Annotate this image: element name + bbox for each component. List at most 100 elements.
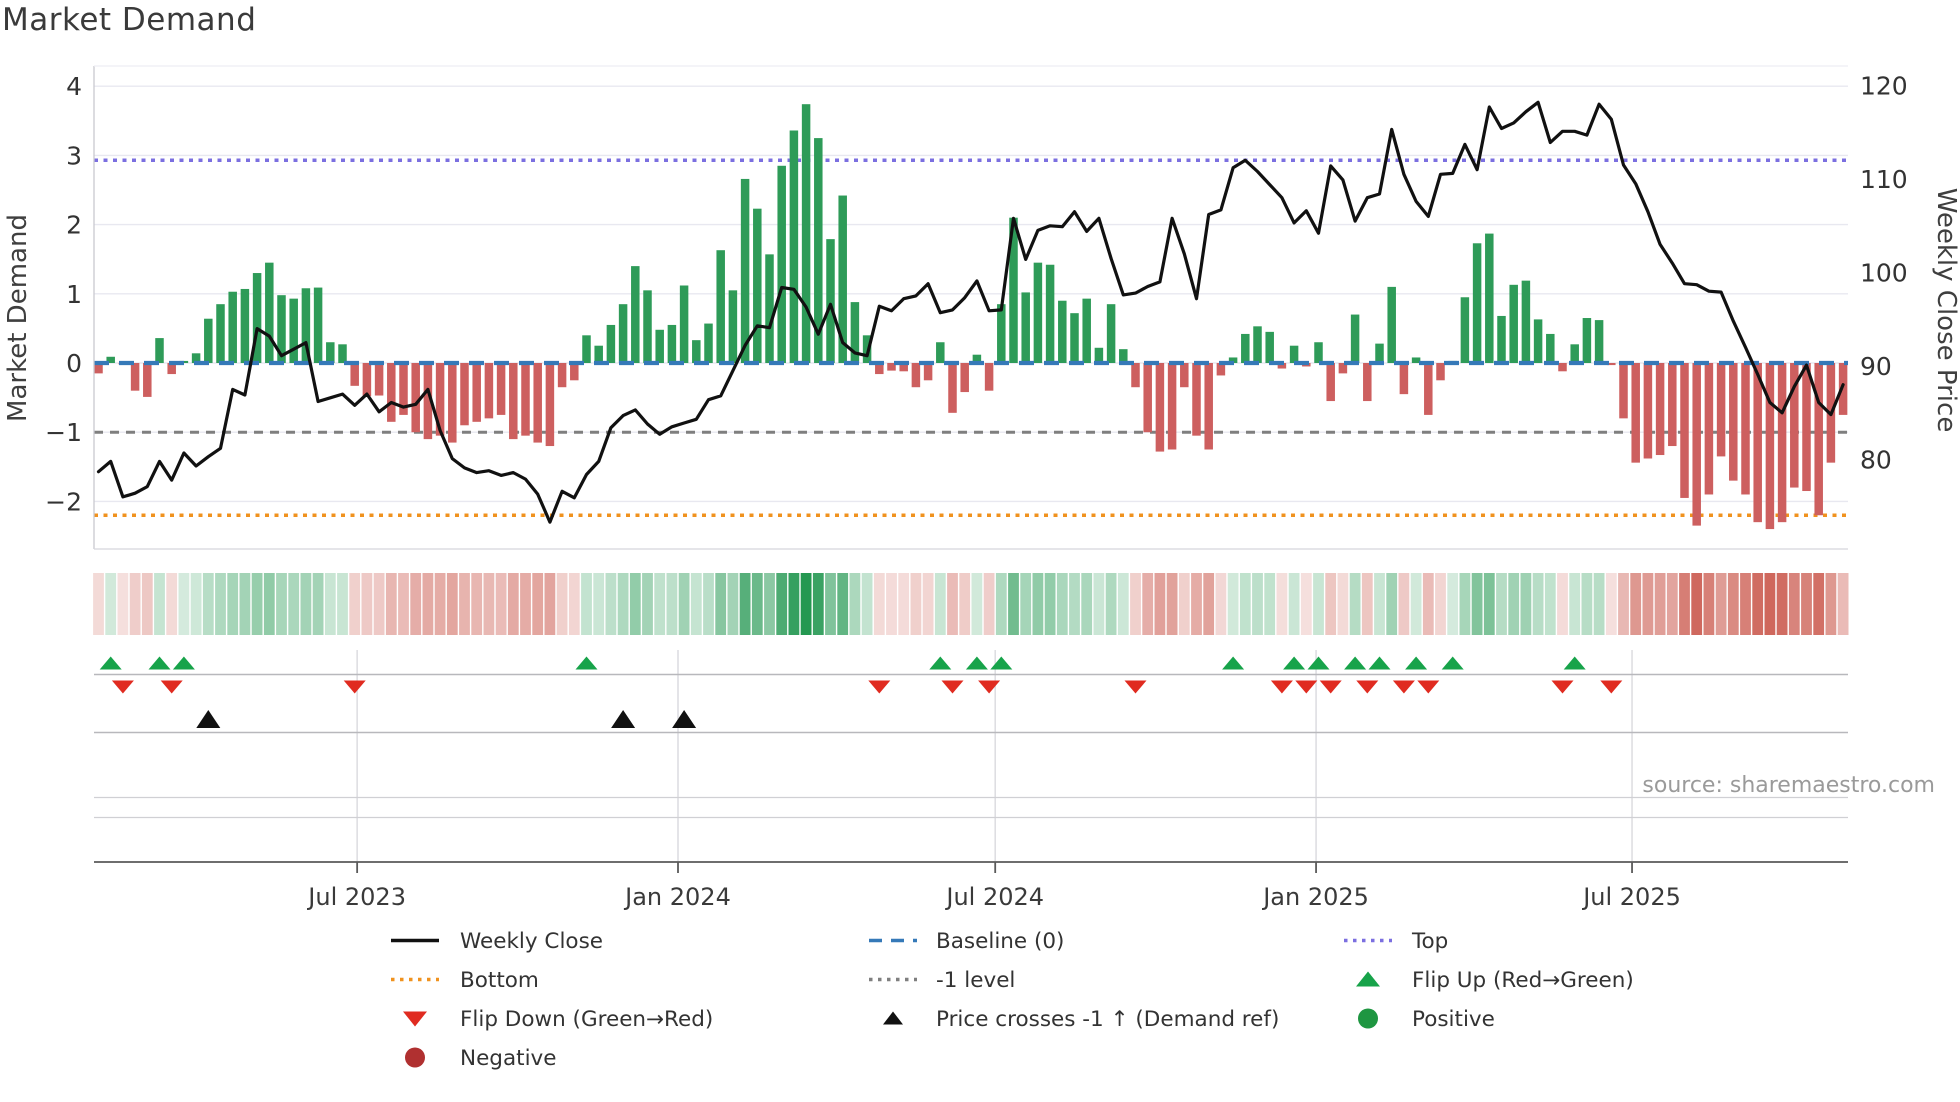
reference-lines — [94, 158, 1848, 517]
heat-cell-positive — [1471, 573, 1483, 635]
heat-cell-positive — [1544, 573, 1556, 635]
heat-cell-positive — [837, 573, 849, 635]
heat-cell-positive — [971, 573, 983, 635]
flip-down-marker — [1295, 680, 1318, 694]
demand-bar-positive — [1241, 333, 1250, 363]
legend-label: Bottom — [460, 968, 539, 993]
heat-cell-positive — [178, 573, 190, 635]
demand-bar-negative — [545, 363, 555, 447]
flip-up-marker — [965, 656, 988, 670]
heat-cell-positive — [1069, 573, 1080, 635]
demand-bar-negative — [1436, 363, 1445, 381]
heat-cell-positive — [739, 573, 751, 635]
heat-cell-negative — [1740, 573, 1751, 635]
demand-bar-positive — [191, 353, 201, 363]
demand-bar-negative — [1143, 363, 1152, 433]
heat-cell-positive — [1044, 573, 1056, 635]
heat-cell-negative — [947, 573, 958, 635]
demand-bar-negative — [911, 363, 921, 388]
demand-bar-negative — [960, 363, 969, 393]
demand-bar-negative — [1216, 363, 1226, 376]
demand-bar-positive — [228, 291, 237, 363]
heat-cell-negative — [129, 573, 141, 635]
heat-cell-negative — [166, 573, 178, 635]
demand-bar-positive — [106, 356, 115, 363]
heat-cell-negative — [1178, 573, 1190, 635]
heat-cell-negative — [1557, 573, 1568, 635]
demand-bar-negative — [374, 363, 384, 396]
demand-bar-positive — [753, 208, 762, 363]
heat-cell-positive — [1008, 573, 1019, 635]
demand-bar-negative — [1655, 363, 1665, 456]
heat-cell-negative — [1276, 573, 1288, 635]
demand-bar-negative — [1558, 363, 1567, 372]
demand-bar-positive — [1497, 315, 1506, 363]
heat-cell-positive — [727, 573, 739, 635]
demand-bar-negative — [1765, 363, 1775, 530]
heat-cell-positive — [288, 573, 300, 635]
left-axis-tick-label: 3 — [66, 141, 82, 170]
heat-cell-positive — [995, 573, 1007, 635]
demand-bar-positive — [1521, 280, 1531, 363]
heat-cell-positive — [312, 573, 324, 635]
heat-cell-positive — [154, 573, 165, 635]
demand-bar-positive — [667, 324, 677, 363]
heat-cell-positive — [1447, 573, 1459, 635]
heat-cell-negative — [1191, 573, 1202, 635]
heat-cell-positive — [800, 573, 812, 635]
demand-bar-positive — [1058, 300, 1067, 363]
flip-up-marker — [1222, 656, 1245, 670]
heat-cell-negative — [1361, 573, 1373, 635]
heat-cell-negative — [520, 573, 531, 635]
heat-cell-negative — [1727, 573, 1739, 635]
axes-and-ticks: 4 3 2 1 0 −1 −2 120 110 100 90 80 Jul 2023 Jan 2024 Ju… — [45, 65, 1908, 911]
legend-label: Weekly Close — [460, 929, 603, 954]
left-axis-label: Market Demand — [3, 214, 33, 422]
flip-down-marker — [160, 680, 183, 694]
heat-cell-positive — [666, 573, 678, 635]
demand-bar-positive — [704, 323, 713, 363]
demand-bar-negative — [1692, 363, 1701, 526]
legend-label: Price crosses -1 ↑ (Demand ref) — [936, 1007, 1279, 1032]
flip-down-marker — [1319, 680, 1342, 694]
heat-cell-positive — [1252, 573, 1263, 635]
heat-cell-negative — [1422, 573, 1434, 635]
heat-cell-negative — [556, 573, 568, 635]
demand-bar-negative — [1631, 363, 1640, 463]
legend-label: -1 level — [936, 968, 1015, 993]
chart-legend: Weekly Close Baseline (0) Top Bottom -1 leve… — [391, 929, 1634, 1071]
demand-bar-negative — [948, 363, 957, 413]
heat-cell-negative — [922, 573, 934, 635]
x-axis-tick-label: Jul 2024 — [944, 883, 1044, 911]
heat-cell-negative — [1691, 573, 1703, 635]
demand-bar-positive — [582, 335, 591, 363]
heat-cell-negative — [385, 573, 397, 635]
demand-bar-positive — [313, 287, 323, 363]
demand-bar-negative — [1802, 363, 1811, 492]
demand-bar-positive — [814, 138, 823, 363]
legend-label: Baseline (0) — [936, 929, 1064, 954]
flip-up-marker — [148, 656, 171, 670]
flip-up-marker — [1283, 656, 1306, 670]
demand-bar-negative — [1363, 363, 1372, 402]
left-axis-tick-label: 4 — [66, 72, 82, 101]
heat-cell-negative — [141, 573, 153, 635]
heat-cell-positive — [654, 573, 666, 635]
heat-cell-negative — [1764, 573, 1776, 635]
heat-cell-positive — [1496, 573, 1507, 635]
demand-bar-negative — [94, 363, 103, 374]
heat-cell-negative — [1398, 573, 1410, 635]
heat-cell-positive — [812, 573, 824, 635]
demand-bar-positive — [777, 165, 786, 363]
demand-bar-negative — [130, 363, 140, 391]
flip-down-marker — [941, 680, 964, 694]
demand-bar-negative — [143, 363, 152, 397]
demand-bar-negative — [1729, 363, 1738, 481]
heat-cell-positive — [678, 573, 690, 635]
flip-up-marker — [1344, 656, 1367, 670]
demand-bar-positive — [643, 290, 652, 363]
flip-marker-rows — [94, 650, 1848, 861]
demand-bar-negative — [435, 363, 445, 436]
heat-cell-negative — [1654, 573, 1666, 635]
right-axis-tick-label: 100 — [1860, 259, 1908, 288]
